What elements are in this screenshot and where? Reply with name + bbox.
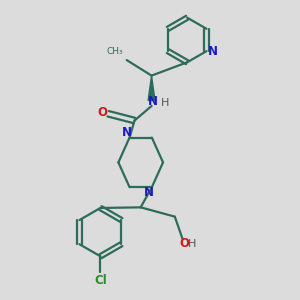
Text: O: O bbox=[179, 237, 189, 250]
Text: O: O bbox=[97, 106, 107, 119]
Text: H: H bbox=[188, 238, 196, 249]
Text: N: N bbox=[144, 186, 154, 199]
Text: N: N bbox=[148, 95, 158, 109]
Text: N: N bbox=[122, 126, 131, 139]
Text: CH₃: CH₃ bbox=[106, 47, 123, 56]
Text: N: N bbox=[208, 45, 218, 58]
Polygon shape bbox=[148, 76, 155, 100]
Text: Cl: Cl bbox=[94, 274, 107, 287]
Text: H: H bbox=[161, 98, 170, 108]
